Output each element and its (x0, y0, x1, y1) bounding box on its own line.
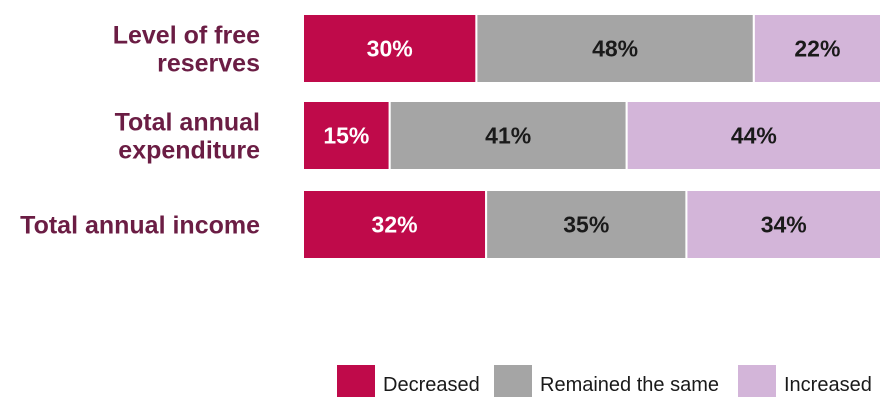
bar-remained-the-same-0 (475, 13, 755, 84)
legend-swatch-increased (738, 365, 776, 397)
data-label-increased-0: 22% (794, 36, 840, 62)
legend-label-remained-the-same: Remained the same (540, 374, 719, 396)
bar-remained-the-same-1 (388, 100, 628, 171)
category-label-2: Total annual income (20, 212, 260, 240)
data-label-remained-the-same-1: 41% (485, 123, 531, 149)
legend-swatch-decreased (337, 365, 375, 397)
legend-swatch-remained-the-same (494, 365, 532, 397)
bar-increased-0 (752, 13, 881, 84)
bars: 30% 48% 22% 15% 41% 44% 32% 35% 34% (302, 13, 881, 260)
category-label-line: Total annual (115, 109, 260, 137)
data-label-remained-the-same-2: 35% (563, 212, 609, 238)
category-label-0: Level of free reserves (113, 22, 260, 78)
data-label-decreased-1: 15% (323, 123, 369, 149)
category-label-line: expenditure (118, 137, 260, 165)
legend-label-decreased: Decreased (383, 374, 480, 396)
data-label-decreased-0: 30% (367, 36, 413, 62)
bar-decreased-1 (302, 100, 391, 171)
category-label-1: Total annual expenditure (115, 109, 260, 165)
data-label-increased-1: 44% (731, 123, 777, 149)
category-label-line: Level of free (113, 22, 260, 50)
category-label-line: Total annual income (20, 212, 260, 240)
legend-label-increased: Increased (784, 374, 872, 396)
bar-increased-1 (625, 100, 881, 171)
category-labels: Level of free reserves Total annual expendi… (20, 22, 260, 240)
bar-remained-the-same-2 (485, 189, 688, 260)
data-label-increased-2: 34% (761, 212, 807, 238)
bar-increased-2 (685, 189, 881, 260)
data-label-decreased-2: 32% (372, 212, 418, 238)
category-label-line: reserves (157, 50, 260, 78)
legend: Decreased Remained the same Increased (337, 365, 872, 397)
bar-decreased-0 (302, 13, 478, 84)
data-label-remained-the-same-0: 48% (592, 36, 638, 62)
